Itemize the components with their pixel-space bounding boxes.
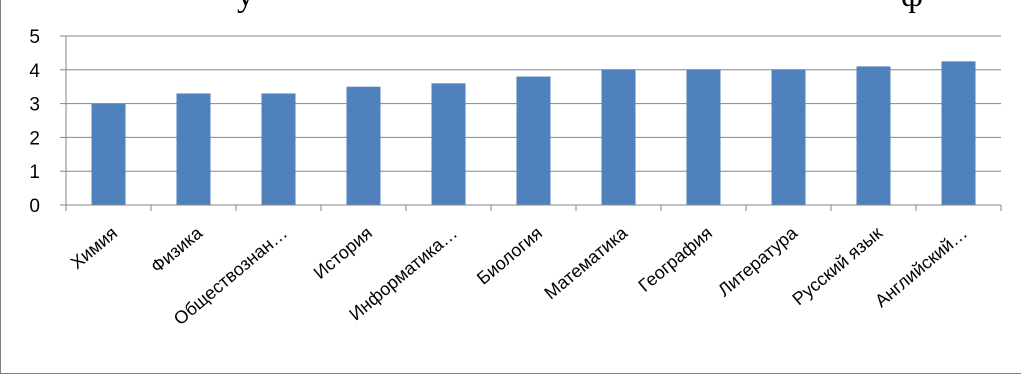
bar-1 bbox=[91, 103, 126, 205]
x-category-label: Математика bbox=[541, 222, 632, 303]
y-tick-label: 0 bbox=[29, 196, 40, 217]
y-tick-label: 1 bbox=[29, 162, 40, 183]
chart-title-fragment-right: ф bbox=[901, 0, 923, 14]
bar-3 bbox=[261, 93, 296, 205]
bar-10 bbox=[856, 66, 891, 205]
y-tick-labels: 0 1 2 3 4 5 bbox=[29, 27, 40, 217]
x-category-label: Литература bbox=[714, 222, 802, 300]
axes bbox=[60, 35, 1002, 211]
y-tick-label: 3 bbox=[29, 95, 40, 116]
bar-9 bbox=[771, 69, 806, 205]
x-category-label: Биология bbox=[473, 223, 546, 289]
bar-5 bbox=[431, 83, 466, 205]
bar-11 bbox=[941, 61, 976, 205]
bar-8 bbox=[686, 69, 721, 205]
bar-2 bbox=[176, 93, 211, 205]
x-category-label: История bbox=[310, 223, 376, 283]
y-tick-label: 4 bbox=[29, 61, 40, 82]
x-category-label: Физика bbox=[147, 222, 207, 277]
bars bbox=[91, 61, 976, 205]
y-tick-label: 5 bbox=[29, 27, 40, 48]
x-category-label: Английский… bbox=[871, 223, 971, 311]
bar-7 bbox=[601, 69, 636, 205]
bar-6 bbox=[516, 76, 551, 205]
chart-title-fragment: у bbox=[237, 0, 254, 14]
x-category-label: Химия bbox=[67, 223, 121, 273]
x-category-label: География bbox=[634, 223, 716, 296]
bar-4 bbox=[346, 86, 381, 205]
y-tick-label: 2 bbox=[29, 128, 40, 149]
